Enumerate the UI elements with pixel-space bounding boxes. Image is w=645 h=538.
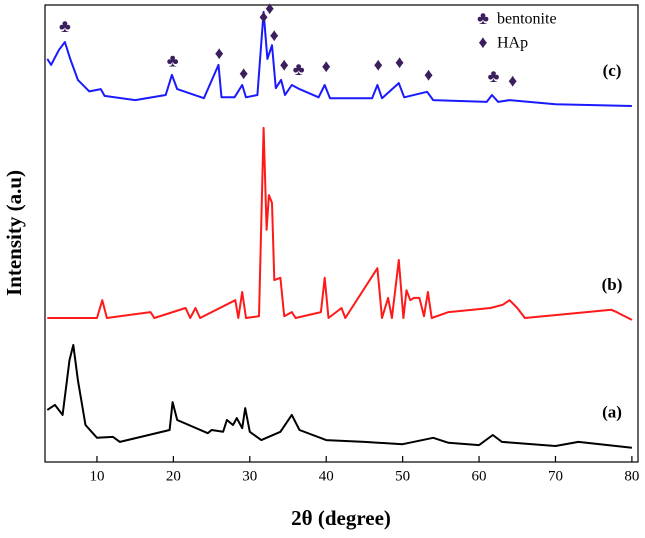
x-tick-label: 60 bbox=[472, 468, 487, 484]
series-label: (b) bbox=[602, 275, 623, 294]
series-line bbox=[46, 344, 633, 449]
peak-marker: ♣ bbox=[293, 59, 305, 79]
series-line bbox=[47, 126, 633, 321]
legend-symbol: ♦ bbox=[478, 32, 487, 52]
peak-marker: ♦ bbox=[270, 25, 279, 45]
series-label: (a) bbox=[602, 403, 622, 422]
x-axis-label: 2θ (degree) bbox=[291, 506, 391, 530]
peak-marker: ♦ bbox=[395, 52, 404, 72]
y-axis-label: Intensity (a.u) bbox=[2, 170, 26, 296]
x-tick-label: 40 bbox=[319, 468, 334, 484]
x-tick-label: 20 bbox=[166, 468, 181, 484]
legend-label: bentonite bbox=[497, 11, 557, 28]
peak-marker: ♦ bbox=[374, 54, 383, 74]
series-label: (c) bbox=[603, 61, 622, 80]
x-tick-label: 50 bbox=[395, 468, 410, 484]
peak-marker: ♦ bbox=[215, 43, 224, 63]
peak-marker: ♦ bbox=[280, 54, 289, 74]
x-tick-label: 80 bbox=[624, 468, 639, 484]
legend-label: HAp bbox=[497, 35, 528, 52]
series-line bbox=[46, 10, 632, 107]
peak-marker: ♦ bbox=[508, 70, 517, 90]
peak-marker: ♦ bbox=[424, 64, 433, 84]
peak-marker: ♦ bbox=[322, 56, 331, 76]
peak-marker: ♣ bbox=[488, 66, 500, 86]
peak-marker: ♣ bbox=[59, 16, 71, 36]
peak-marker: ♦ bbox=[259, 6, 268, 26]
x-tick-label: 30 bbox=[242, 468, 257, 484]
x-tick-label: 10 bbox=[89, 468, 104, 484]
x-tick-label: 70 bbox=[548, 468, 563, 484]
peak-marker: ♣ bbox=[167, 50, 179, 70]
peak-marker: ♦ bbox=[265, 0, 274, 18]
peak-marker: ♦ bbox=[239, 63, 248, 83]
legend-symbol: ♣ bbox=[477, 8, 489, 28]
plot-frame bbox=[44, 4, 639, 463]
